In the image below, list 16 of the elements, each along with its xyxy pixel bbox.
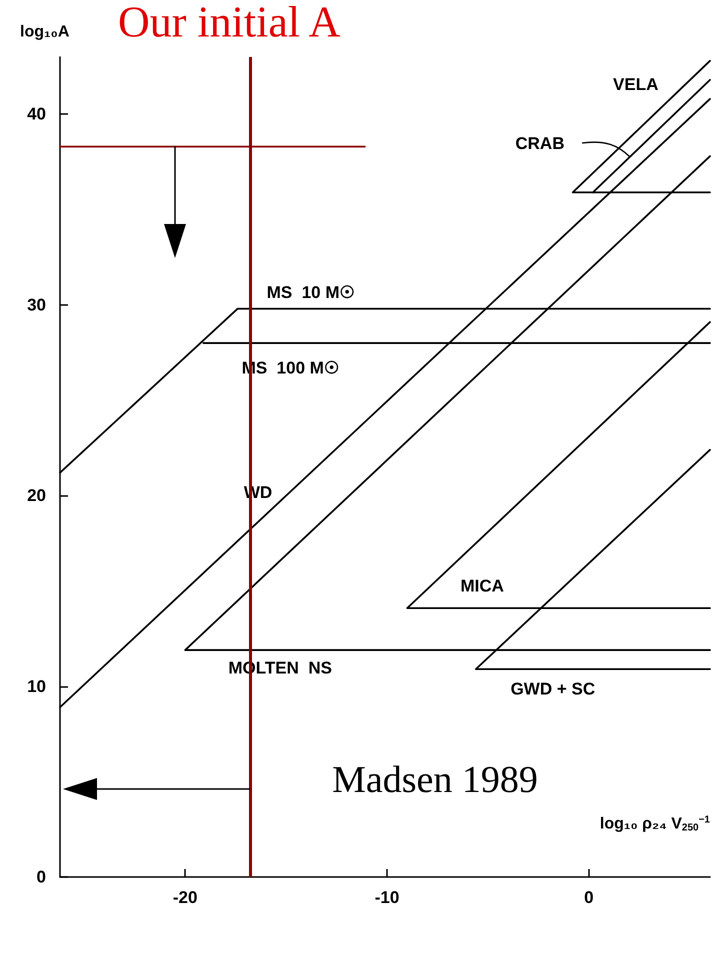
y-tick-label: 40 xyxy=(27,104,46,124)
series-label: VELA xyxy=(613,74,658,94)
x-tick-label: 0 xyxy=(584,888,594,907)
series-label: MICA xyxy=(460,576,504,596)
y-tick-label: 10 xyxy=(27,676,46,696)
legend-label: CRAB xyxy=(515,134,564,153)
y-axis-title: log₁₀A xyxy=(20,24,70,40)
series-label: GWD + SC xyxy=(510,680,596,699)
y-tick-label: 0 xyxy=(36,868,46,886)
y-tick-label: 20 xyxy=(27,486,46,506)
annotation: Madsen 1989 xyxy=(332,759,538,801)
x-tick-label: -20 xyxy=(172,888,198,907)
y-tick-label: 30 xyxy=(27,295,46,314)
series-label: MS 10 M☉ xyxy=(266,283,355,302)
x-tick-label: -10 xyxy=(374,888,400,907)
chart-title: Our initial A xyxy=(118,0,341,46)
